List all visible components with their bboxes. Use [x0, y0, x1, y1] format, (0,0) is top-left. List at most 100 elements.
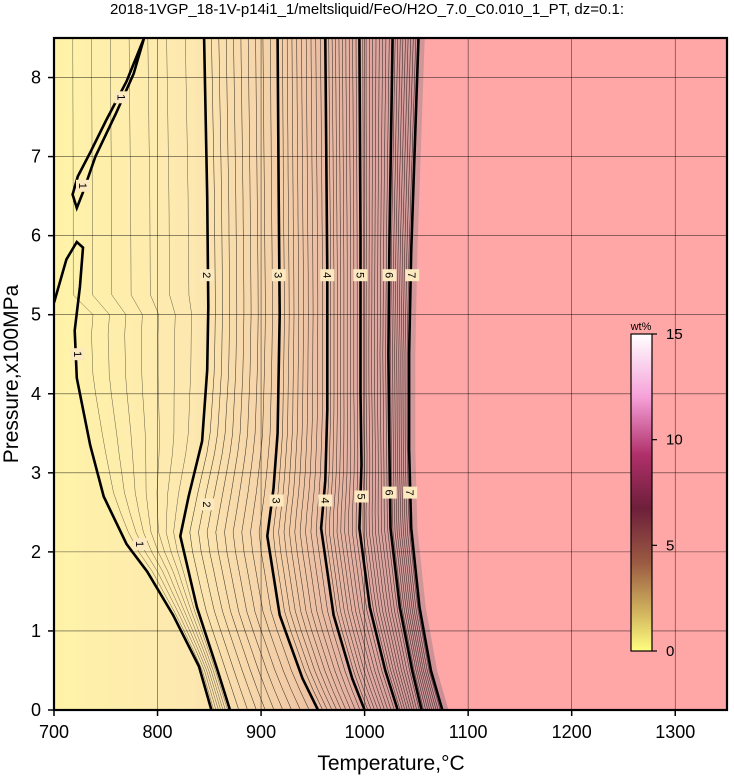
x-axis-ticks: 700 800 900 1000 1100 1200 1300 — [39, 710, 695, 742]
minor-contour — [385, 38, 420, 710]
y-tick-label: 4 — [31, 384, 41, 404]
contour-label-text: 6 — [383, 272, 395, 278]
x-tick-label: 700 — [39, 722, 69, 742]
contour-label-bg — [200, 269, 215, 282]
y-tick-label: 2 — [31, 542, 41, 562]
contour-label: 1 — [114, 91, 129, 104]
minor-contour — [394, 38, 429, 710]
x-tick-label: 1100 — [449, 722, 488, 742]
colorbar-gradient — [630, 333, 653, 652]
colorbar: wt% 0 5 10 15 — [630, 321, 683, 660]
contour-label-text: 1 — [114, 94, 126, 100]
minor-contour — [72, 38, 214, 710]
minor-contour — [272, 38, 323, 710]
colorbar-tick-label: 5 — [666, 537, 674, 554]
contour-label-text: 5 — [355, 493, 367, 499]
contour-label-bg — [320, 269, 335, 282]
contour-label: 6 — [382, 486, 397, 499]
contour-label-bg — [382, 269, 397, 282]
minor-contour — [398, 38, 433, 710]
contour-label-text: 4 — [320, 272, 332, 278]
minor-contour — [402, 38, 437, 710]
minor-contour — [173, 38, 228, 710]
y-tick-label: 1 — [31, 621, 41, 641]
minor-contour — [379, 38, 415, 710]
contour-label-bg — [354, 490, 369, 503]
minor-contour — [332, 38, 375, 710]
minor-contour — [325, 38, 369, 710]
colorbar-tick-label: 15 — [666, 326, 683, 343]
major-contour-1 — [54, 239, 213, 710]
y-tick-label: 8 — [31, 68, 41, 88]
minor-contour — [224, 38, 275, 710]
minor-contour — [392, 38, 426, 710]
contour-labels: 1 1 1 1 2 2 3 3 4 4 5 5 6 6 7 7 — [70, 91, 420, 550]
colorbar-tick-label: 10 — [666, 432, 683, 449]
minor-contour — [355, 38, 395, 710]
contour-label-bg — [76, 179, 90, 192]
contour-label-text: 7 — [405, 272, 417, 278]
minor-contour — [278, 38, 328, 710]
contour-label: 4 — [320, 269, 335, 282]
minor-contour — [374, 38, 410, 710]
y-tick-label: 3 — [31, 463, 41, 483]
y-tick-label: 5 — [31, 305, 41, 325]
minor-contour — [365, 38, 403, 710]
contour-label-bg — [200, 498, 215, 511]
contour-label: 7 — [405, 269, 420, 282]
contour-label-bg — [382, 486, 397, 499]
x-tick-label: 900 — [246, 722, 276, 742]
major-contour-3 — [265, 38, 320, 710]
x-axis-title: Temperature,°C — [317, 752, 464, 775]
x-tick-label: 1000 — [345, 722, 385, 742]
minor-contour — [147, 38, 224, 710]
minor-contour — [165, 38, 226, 710]
minor-contour — [400, 38, 435, 710]
contour-label-bg — [70, 348, 85, 361]
minor-contour — [352, 38, 392, 710]
x-tick-label: 800 — [143, 722, 173, 742]
minor-contour — [110, 38, 219, 710]
minor-contour — [299, 38, 347, 710]
minor-contour — [294, 38, 342, 710]
contour-label: 5 — [354, 490, 369, 503]
y-axis-ticks: 0 1 2 3 4 5 6 7 8 — [31, 68, 54, 720]
minor-contour — [404, 38, 439, 710]
contour-label: 1 — [132, 538, 147, 550]
contour-label-text: 7 — [403, 490, 415, 496]
minor-contours — [72, 38, 441, 710]
contour-label: 1 — [70, 348, 85, 361]
contour-label: 3 — [271, 269, 286, 282]
minor-contour — [258, 38, 310, 710]
minor-contour — [382, 38, 418, 710]
minor-contour — [390, 38, 424, 710]
contour-label-text: 6 — [383, 490, 395, 496]
colorbar-tick-label: 0 — [666, 643, 674, 660]
x-tick-label: 1200 — [552, 722, 592, 742]
major-contour-2 — [178, 38, 232, 710]
minor-contour — [336, 38, 379, 710]
contour-label: 1 — [76, 179, 90, 192]
contour-label-text: 3 — [272, 272, 284, 278]
contour-label-text: 1 — [71, 351, 83, 357]
contour-label: 4 — [318, 494, 333, 507]
contour-label-text: 1 — [133, 541, 145, 547]
minor-contour — [316, 38, 361, 710]
colorbar-ticks: 0 5 10 15 — [652, 326, 683, 660]
contour-label-bg — [405, 269, 420, 282]
contour-label-bg — [353, 269, 368, 282]
minor-contour — [289, 38, 337, 710]
plot-frame — [52, 36, 729, 712]
minor-contour — [128, 38, 221, 710]
major-contour-1-loop — [71, 38, 146, 212]
minor-contour — [310, 38, 356, 710]
contour-label-bg — [114, 91, 129, 104]
contour-label-text: 3 — [270, 497, 282, 503]
minor-contour — [305, 38, 351, 710]
contour-label-text: 5 — [354, 272, 366, 278]
minor-contour — [371, 38, 408, 710]
minor-contour — [283, 38, 333, 710]
minor-contour — [232, 38, 284, 710]
contour-label-bg — [318, 494, 333, 507]
